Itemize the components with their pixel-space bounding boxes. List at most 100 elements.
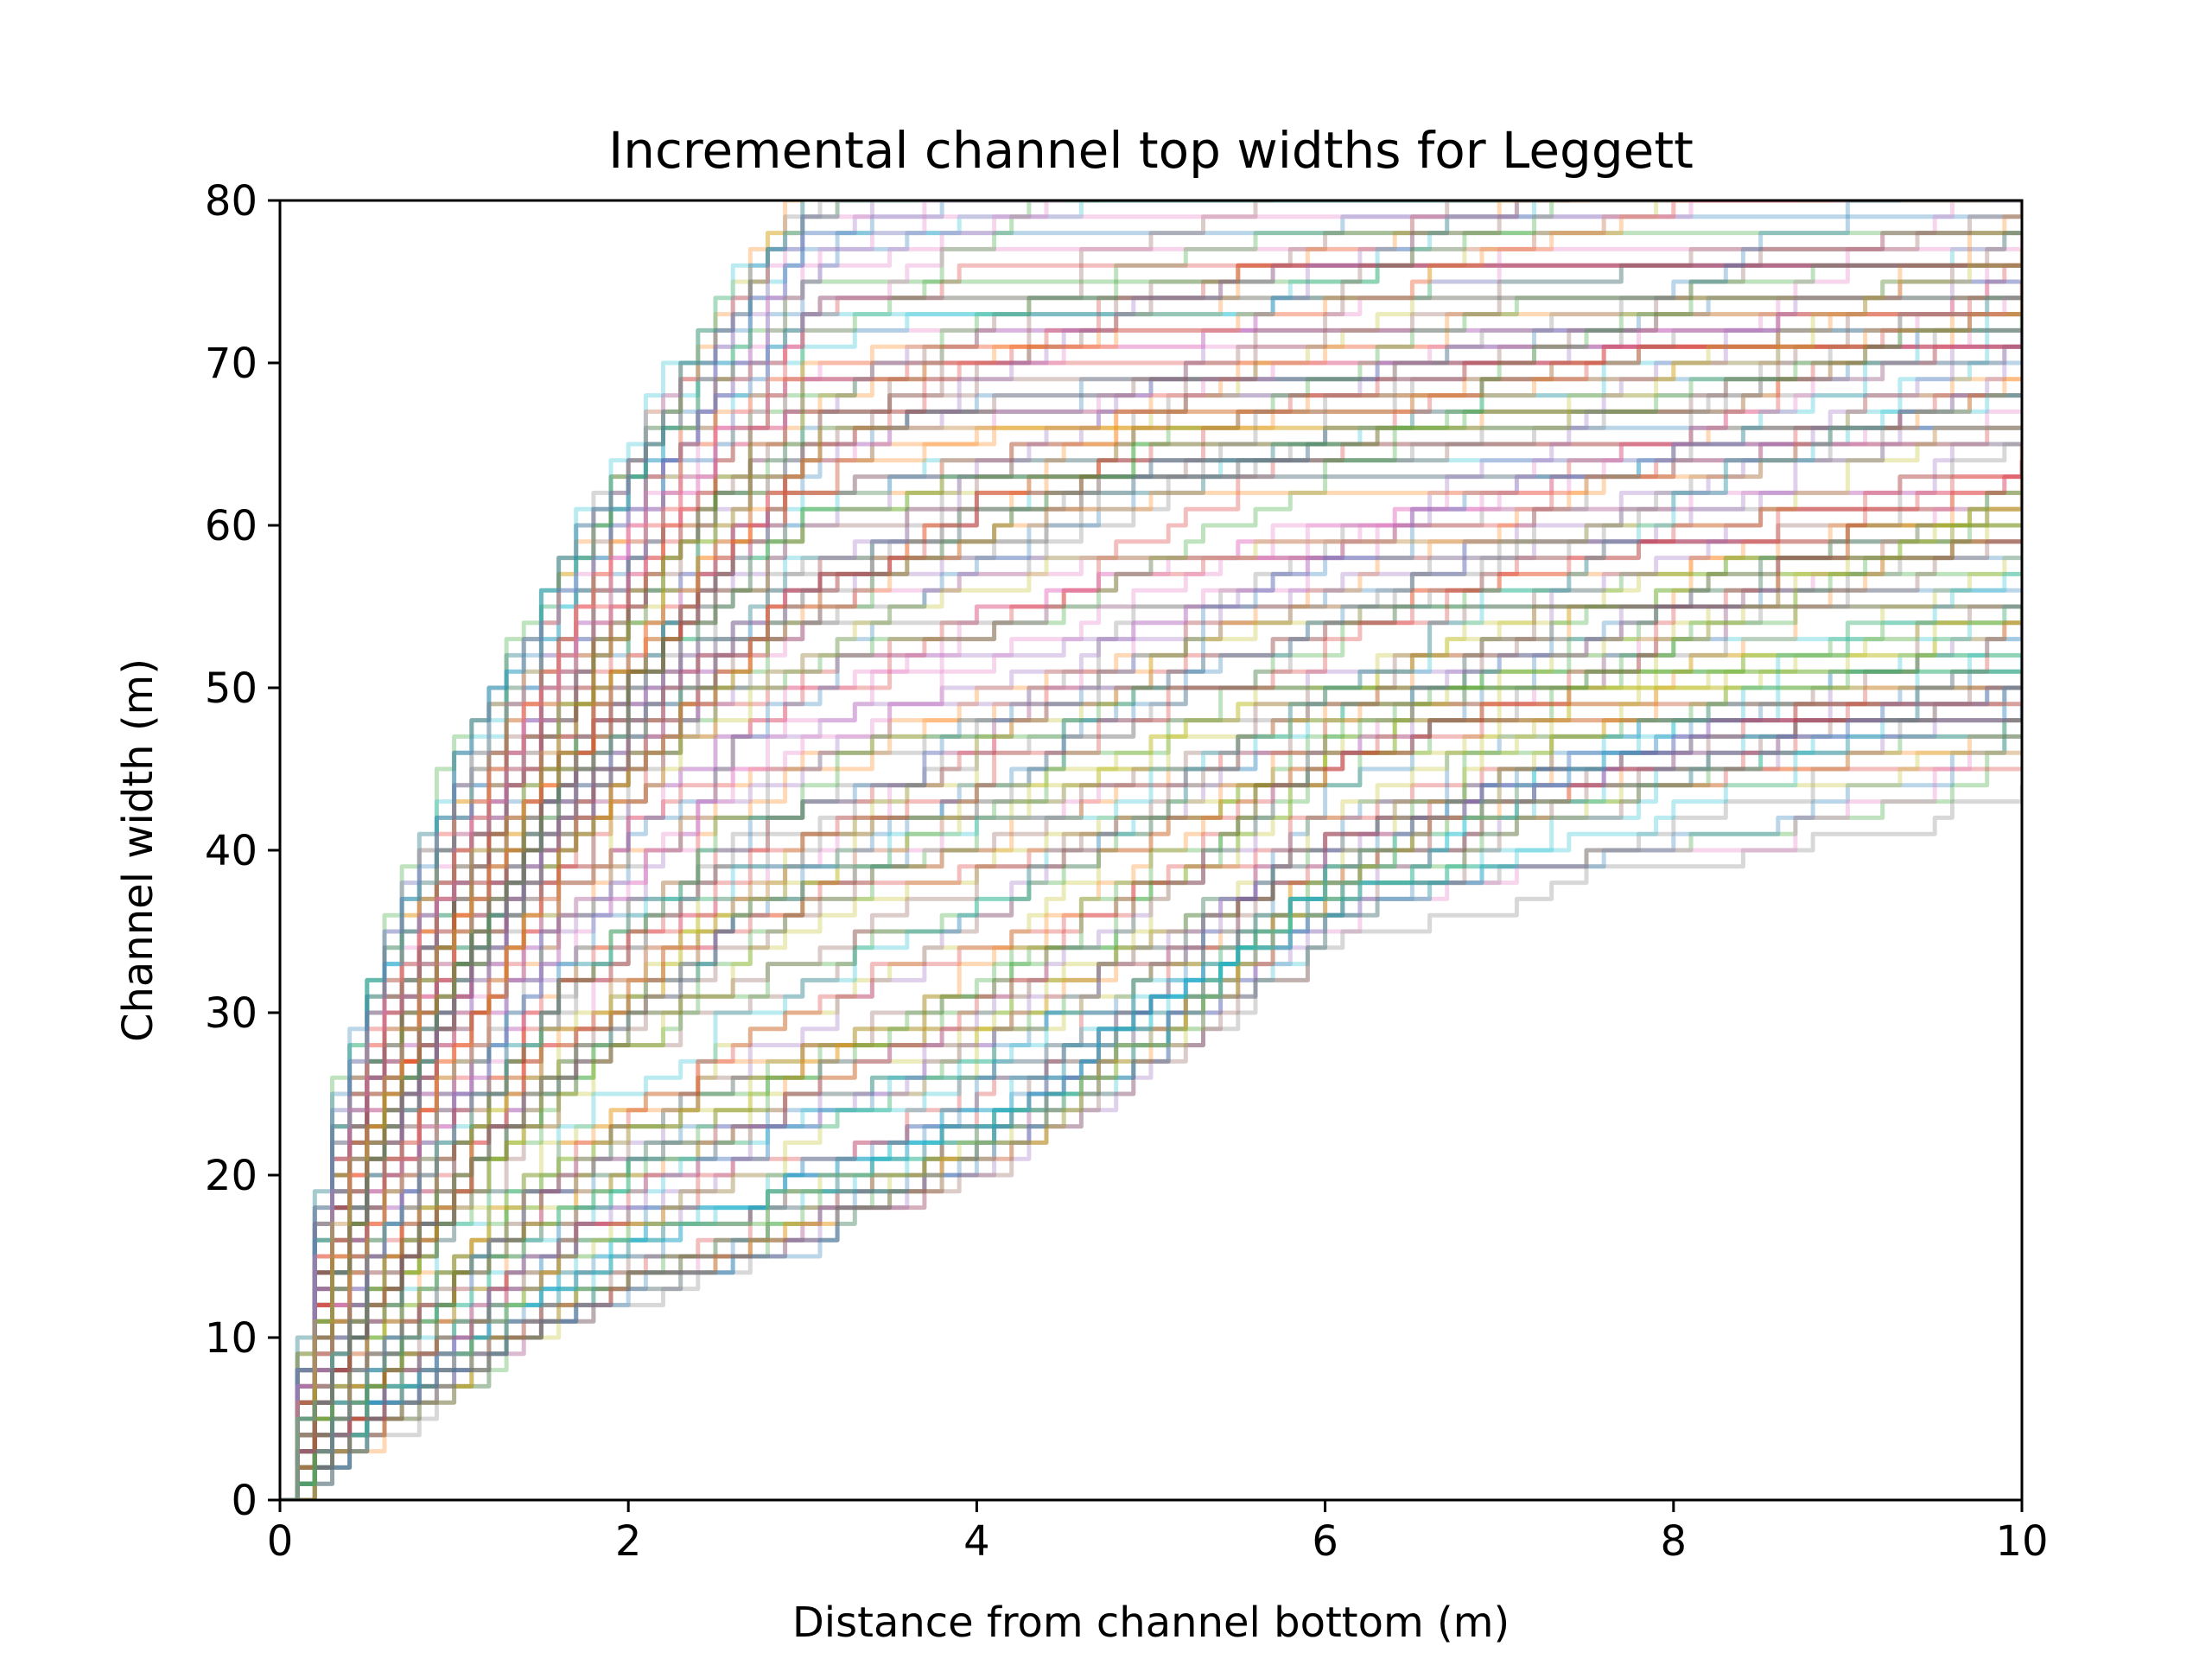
series-line (280, 200, 1066, 1500)
series-line (280, 669, 2022, 1500)
series-line (280, 703, 2022, 1500)
y-tick-label: 0 (231, 1477, 257, 1525)
series-line (280, 556, 2022, 1500)
series-line (280, 263, 2022, 1500)
series-line (280, 200, 1972, 1500)
series-line (280, 604, 2022, 1500)
series-line (280, 200, 1572, 1500)
series-line (280, 214, 2022, 1500)
series-line (280, 506, 2022, 1500)
series-line (280, 200, 2022, 1500)
y-tick-label: 30 (205, 989, 257, 1038)
series-line (280, 200, 1572, 1500)
series-line (280, 425, 2022, 1500)
series-line (280, 785, 2022, 1500)
series-line (280, 685, 2022, 1500)
series-line (280, 200, 1049, 1500)
series-line (280, 669, 2022, 1500)
series-line (280, 460, 2022, 1500)
series-line (280, 344, 2022, 1500)
series-line (280, 539, 2022, 1500)
y-tick-label: 20 (205, 1152, 257, 1200)
series-line (280, 214, 2022, 1500)
series-line (280, 263, 2022, 1500)
series-line (280, 200, 1275, 1500)
series-line (280, 425, 2022, 1500)
series-line (280, 604, 2022, 1500)
series-line (280, 539, 2022, 1500)
series-line (280, 279, 2022, 1500)
series-line (280, 330, 2022, 1500)
series-line (280, 393, 2022, 1500)
series-line (280, 685, 2022, 1500)
series-line (280, 506, 2022, 1500)
series-line (280, 282, 2022, 1500)
series-line (280, 249, 2022, 1500)
series-line (280, 685, 2022, 1500)
series-line (280, 604, 2022, 1500)
series-line (280, 344, 2022, 1500)
series-group (280, 200, 2022, 1500)
series-line (280, 263, 2022, 1500)
series-line (280, 490, 2022, 1500)
series-line (280, 685, 2022, 1500)
series-line (280, 314, 2022, 1500)
series-line (280, 442, 2022, 1500)
x-tick-label: 2 (615, 1517, 642, 1566)
series-line (280, 685, 2022, 1500)
series-line (280, 393, 2022, 1500)
series-line (280, 200, 1536, 1500)
series-line (280, 685, 2022, 1500)
series-line (280, 200, 1850, 1500)
series-line (280, 702, 2022, 1500)
series-line (280, 296, 2022, 1500)
series-line (280, 539, 2022, 1500)
series-line (280, 344, 2022, 1500)
series-line (280, 296, 2022, 1500)
series-line (280, 637, 2022, 1500)
series-line (280, 671, 2022, 1500)
y-tick-label: 40 (205, 827, 257, 875)
series-line (280, 200, 1990, 1500)
series-line (280, 312, 2022, 1500)
series-line (280, 231, 2022, 1500)
series-line (280, 312, 2022, 1500)
y-tick-label: 10 (205, 1314, 257, 1363)
series-line (280, 393, 2022, 1500)
series-line (280, 312, 2022, 1500)
series-line (280, 425, 2022, 1500)
series-line (280, 607, 2022, 1500)
series-line (280, 200, 874, 1500)
series-line (280, 200, 1798, 1500)
series-line (280, 200, 805, 1500)
series-line (280, 200, 2022, 1500)
series-line (280, 231, 2022, 1500)
series-line (280, 312, 2022, 1500)
series-line (280, 296, 2022, 1500)
series-line (280, 393, 2022, 1500)
y-tick-label: 70 (205, 340, 257, 388)
series-line (280, 523, 2022, 1500)
series-line (280, 652, 2022, 1500)
series-line (280, 490, 2022, 1500)
series-line (280, 556, 2022, 1500)
series-line (280, 622, 2022, 1500)
series-line (280, 493, 2022, 1500)
series-line (280, 263, 2022, 1500)
y-axis-label: Channel width (m) (114, 658, 162, 1042)
series-line (280, 200, 2022, 1500)
x-tick-label: 6 (1312, 1517, 1338, 1566)
series-line (280, 232, 2022, 1500)
series-line (280, 604, 2022, 1500)
series-line (280, 604, 2022, 1500)
series-line (280, 734, 2022, 1500)
series-line (280, 620, 2022, 1500)
series-line (280, 409, 2022, 1500)
series-line (280, 200, 805, 1500)
series-line (280, 604, 2022, 1500)
series-line (280, 393, 2022, 1500)
y-tick-label: 60 (205, 502, 257, 550)
series-line (280, 327, 2022, 1500)
series-line (280, 506, 2022, 1500)
